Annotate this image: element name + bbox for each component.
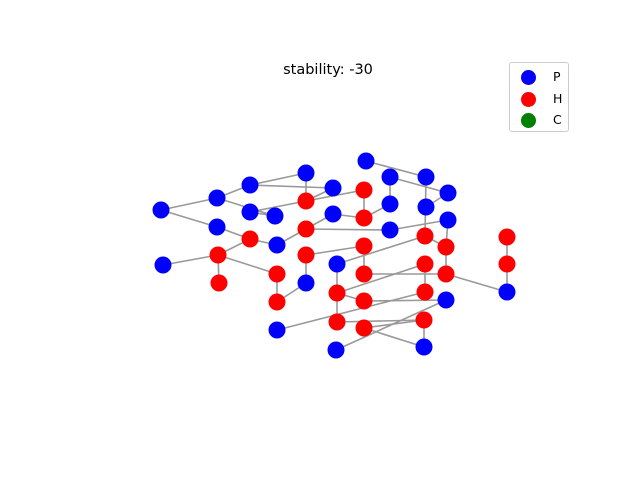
residue-p	[154, 256, 172, 274]
lattice-bond	[335, 299, 447, 351]
residue-p	[268, 321, 286, 339]
residue-p	[415, 338, 433, 356]
residue-p	[297, 274, 315, 292]
lattice-bond	[249, 172, 307, 186]
lattice-bond	[389, 176, 449, 194]
residue-p	[381, 221, 399, 239]
residue-p	[439, 211, 457, 229]
legend-marker-p	[521, 70, 536, 85]
residue-h	[297, 220, 315, 238]
legend: P H C	[509, 62, 569, 132]
residue-h	[355, 237, 373, 255]
residue-p	[208, 189, 226, 207]
lattice-bond	[249, 200, 307, 213]
lattice-bond	[305, 245, 365, 256]
lattice-bond	[445, 273, 508, 293]
residue-p	[439, 184, 457, 202]
residue-h	[416, 283, 434, 301]
legend-entry-h: H	[510, 90, 568, 110]
residue-p	[152, 201, 170, 219]
residue-p	[297, 164, 315, 182]
lattice-bond	[249, 184, 334, 189]
residue-h	[355, 209, 373, 227]
residue-h	[209, 246, 227, 264]
lattice-bond	[217, 254, 278, 275]
residue-p	[208, 218, 226, 236]
residue-p	[498, 283, 516, 301]
residue-p	[417, 168, 435, 186]
residue-h	[437, 265, 455, 283]
residue-h	[355, 181, 373, 199]
lattice-bond	[365, 160, 427, 178]
legend-marker-c	[521, 113, 536, 128]
lattice-bond	[276, 291, 426, 331]
residue-h	[328, 284, 346, 302]
legend-marker-h	[521, 92, 536, 107]
residue-p	[268, 236, 286, 254]
residue-p	[381, 168, 399, 186]
residue-p	[324, 205, 342, 223]
lattice-bond	[305, 228, 391, 231]
residue-h	[210, 274, 228, 292]
residue-p	[241, 203, 259, 221]
legend-label-p: P	[553, 69, 561, 84]
lattice-bond	[336, 263, 426, 294]
residue-p	[327, 341, 345, 359]
lattice-bond	[363, 299, 447, 302]
figure-title: stability: -30	[283, 62, 373, 78]
residue-p	[357, 152, 375, 170]
residue-h	[355, 265, 373, 283]
residue-h	[498, 228, 516, 246]
lattice-bond	[162, 254, 219, 266]
lattice-bond	[389, 219, 449, 231]
legend-entry-c: C	[510, 111, 568, 131]
residue-h	[416, 255, 434, 273]
residue-p	[381, 195, 399, 213]
residue-h	[241, 230, 259, 248]
residue-h	[268, 265, 286, 283]
legend-label-h: H	[553, 91, 563, 106]
lattice-bond	[160, 197, 218, 211]
residue-p	[266, 207, 284, 225]
residue-h	[416, 227, 434, 245]
residue-h	[355, 319, 373, 337]
lattice-bond	[363, 327, 425, 348]
residue-p	[328, 255, 346, 273]
residue-p	[437, 291, 455, 309]
lattice-bond	[336, 319, 425, 323]
residue-p	[241, 176, 259, 194]
residue-h	[297, 192, 315, 210]
residue-p	[324, 179, 342, 197]
lattice-bond	[160, 209, 218, 228]
legend-label-c: C	[553, 112, 562, 127]
residue-h	[355, 292, 373, 310]
residue-h	[415, 311, 433, 329]
residue-h	[297, 246, 315, 264]
residue-h	[498, 255, 516, 273]
residue-h	[268, 293, 286, 311]
residue-h	[437, 238, 455, 256]
residue-p	[417, 198, 435, 216]
residue-h	[328, 313, 346, 331]
lattice-bond	[336, 235, 426, 265]
legend-entry-p: P	[510, 68, 568, 88]
